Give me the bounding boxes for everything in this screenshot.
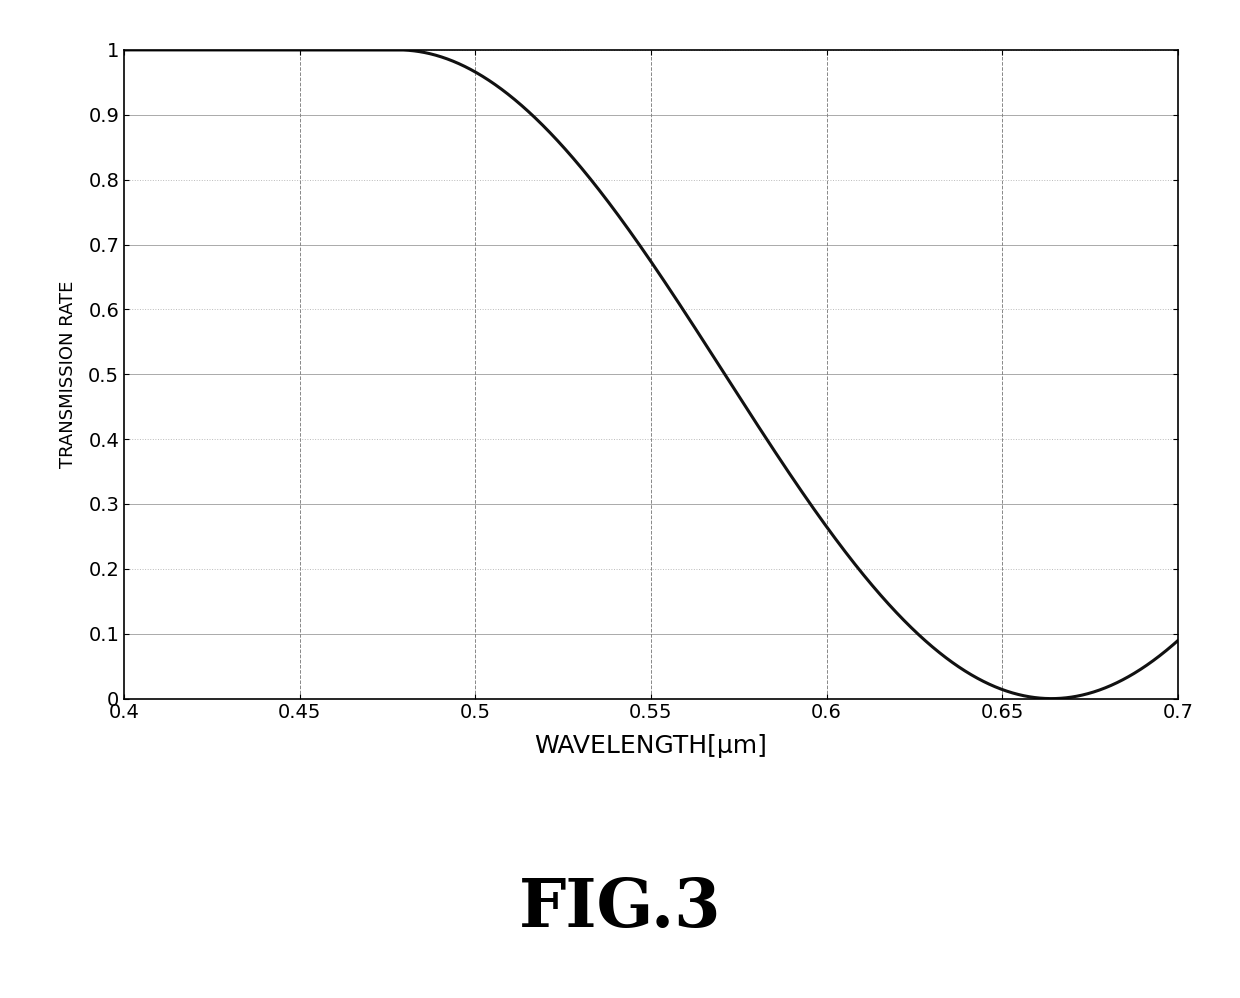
Y-axis label: TRANSMISSION RATE: TRANSMISSION RATE	[60, 280, 77, 468]
Text: FIG.3: FIG.3	[518, 875, 722, 941]
X-axis label: WAVELENGTH[μm]: WAVELENGTH[μm]	[534, 734, 768, 757]
